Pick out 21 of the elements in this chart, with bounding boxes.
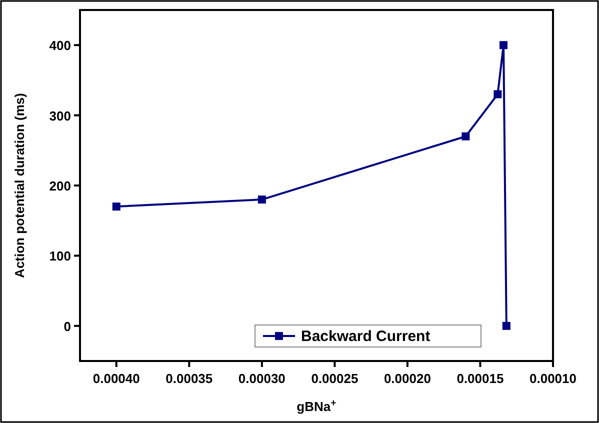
point: [502, 322, 510, 330]
x-tick-label: 0.00025: [311, 371, 358, 386]
y-tick-label: 100: [49, 248, 71, 264]
x-tick-label: 0.00020: [384, 371, 431, 386]
point: [462, 132, 470, 140]
x-tick-label: 0.00040: [92, 371, 140, 386]
y-tick-label: 400: [49, 38, 71, 54]
x-tick-label: 0.00035: [166, 371, 213, 386]
point: [494, 90, 502, 98]
x-tick-label: 0.00015: [456, 371, 504, 386]
x-tick-label: 0.00030: [238, 371, 286, 386]
y-tick-label: 200: [49, 178, 71, 194]
y-axis-title: Action potential duration (ms): [12, 93, 27, 278]
x-axis-title: gBNa$^{+}$: [296, 398, 337, 414]
point: [500, 41, 508, 50]
y-tick-label: 0: [64, 318, 71, 334]
legend-label: Backward Current: [301, 328, 430, 345]
point: [258, 196, 266, 204]
x-tick-label: 0.00010: [530, 371, 576, 386]
y-tick-label: 300: [49, 108, 71, 124]
point: [112, 202, 120, 211]
